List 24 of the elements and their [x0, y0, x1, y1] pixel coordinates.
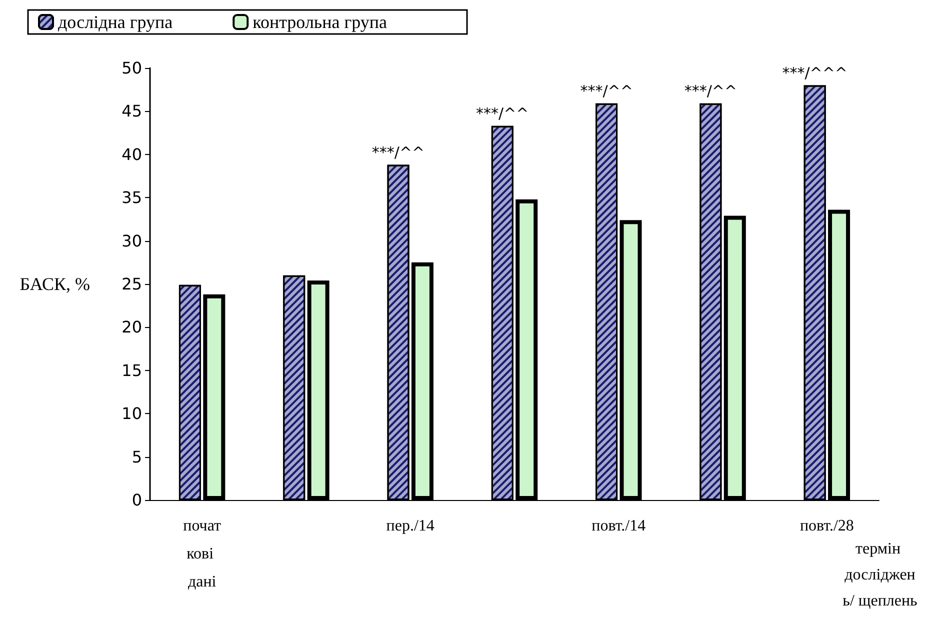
- data-label: ***/^^: [580, 82, 633, 100]
- x-axis-title: термін досліджень/ щеплень: [842, 540, 918, 610]
- y-tick-label: 20: [122, 318, 142, 337]
- legend-label: контрольна група: [252, 12, 388, 32]
- y-tick-label: 35: [122, 188, 142, 208]
- y-tick-label: 45: [122, 102, 142, 121]
- legend-label: дослідна група: [58, 12, 173, 32]
- y-tick-label: 10: [122, 404, 142, 424]
- x-tick-label: пер./14: [386, 518, 434, 534]
- data-label: ***/^^: [684, 82, 738, 100]
- y-tick-label: 50: [122, 58, 142, 78]
- y-tick-label: 15: [122, 360, 142, 380]
- y-tick-label: 25: [122, 274, 142, 294]
- data-label: ***/^^: [372, 143, 425, 162]
- y-tick-label: 5: [132, 447, 142, 466]
- y-tick-label: 0: [132, 490, 142, 510]
- y-tick-label: 40: [122, 144, 142, 164]
- x-tick-label: повт./28: [800, 518, 854, 534]
- x-tick-label: повт./14: [592, 518, 646, 534]
- x-tick-label: початкові дані: [183, 518, 222, 590]
- y-tick-label: 30: [122, 231, 142, 250]
- data-label: ***/^^: [476, 104, 529, 122]
- y-axis-title: БАСК, %: [20, 274, 90, 294]
- data-label: ***/^^^: [782, 64, 848, 82]
